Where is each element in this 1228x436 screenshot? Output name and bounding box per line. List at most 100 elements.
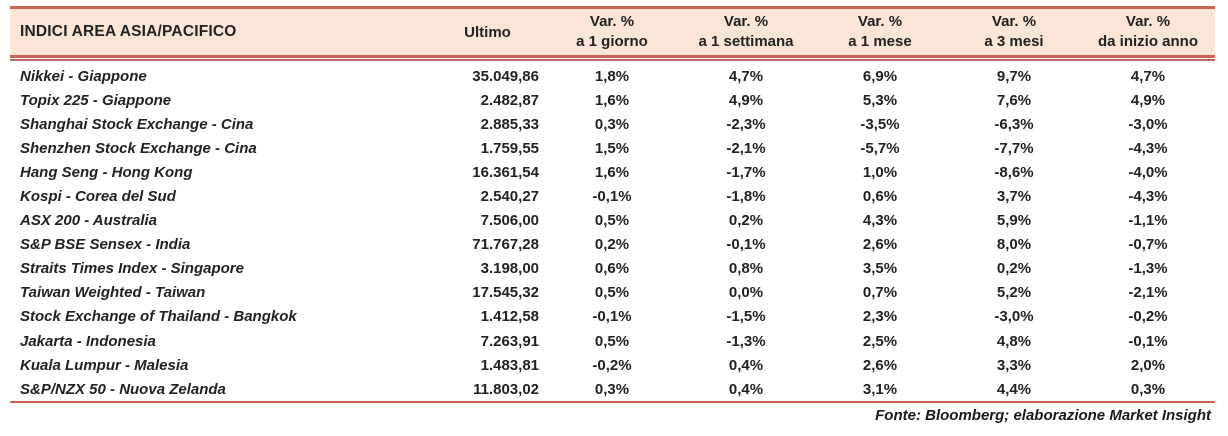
table-row-kuala-lumpur: Kuala Lumpur - Malesia 1.483,81 -0,2% 0,… xyxy=(10,353,1215,377)
index-name: Nikkei - Giappone xyxy=(20,67,147,85)
var-1-giorno: 0,3% xyxy=(594,380,630,398)
var-period: da inizio anno xyxy=(1098,33,1198,50)
var-3-mesi: -8,6% xyxy=(994,163,1034,181)
var-period: a 1 settimana xyxy=(698,33,794,50)
var-da-inizio-anno: -0,7% xyxy=(1128,236,1168,254)
column-header-var-1-giorno: Var. % a 1 giorno xyxy=(545,12,679,52)
var-3-mesi: 0,2% xyxy=(996,260,1032,278)
last-value: 1.412,58 xyxy=(480,308,539,326)
var-1-giorno: 0,5% xyxy=(594,332,630,350)
var-1-mese: -5,7% xyxy=(860,139,900,157)
var-1-mese: -3,5% xyxy=(860,115,900,133)
index-name: Stock Exchange of Thailand - Bangkok xyxy=(20,308,297,326)
var-da-inizio-anno: -4,3% xyxy=(1128,139,1168,157)
last-value: 2.885,33 xyxy=(480,115,539,133)
last-value: 3.198,00 xyxy=(480,260,539,278)
var-1-mese: 3,5% xyxy=(862,260,898,278)
last-value: 1.483,81 xyxy=(480,356,539,374)
table-row-straits-times: Straits Times Index - Singapore 3.198,00… xyxy=(10,257,1215,281)
var-3-mesi: -3,0% xyxy=(994,308,1034,326)
var-1-settimana: 0,0% xyxy=(728,284,764,302)
last-value: 7.263,91 xyxy=(480,332,539,350)
index-name: Hang Seng - Hong Kong xyxy=(20,163,193,181)
var-label: Var. % xyxy=(1125,13,1171,30)
last-value: 7.506,00 xyxy=(480,212,539,230)
var-3-mesi: 7,6% xyxy=(996,91,1032,109)
last-value: 2.540,27 xyxy=(480,188,539,206)
var-da-inizio-anno: -4,3% xyxy=(1128,188,1168,206)
var-1-giorno: 0,6% xyxy=(594,260,630,278)
var-da-inizio-anno: 2,0% xyxy=(1130,356,1166,374)
var-1-mese: 4,3% xyxy=(862,212,898,230)
var-3-mesi: 5,9% xyxy=(996,212,1032,230)
var-1-giorno: 1,6% xyxy=(594,163,630,181)
var-1-settimana: -1,7% xyxy=(726,163,766,181)
column-header-ultimo: Ultimo xyxy=(464,23,511,41)
table-title: INDICI AREA ASIA/PACIFICO xyxy=(20,23,237,40)
index-name: Kospi - Corea del Sud xyxy=(20,188,176,206)
var-3-mesi: 9,7% xyxy=(996,67,1032,85)
var-1-giorno: 1,5% xyxy=(594,139,630,157)
var-1-settimana: -1,5% xyxy=(726,308,766,326)
var-da-inizio-anno: -4,0% xyxy=(1128,163,1168,181)
var-1-mese: 2,6% xyxy=(862,236,898,254)
var-1-giorno: 1,6% xyxy=(594,91,630,109)
index-name: S&P/NZX 50 - Nuova Zelanda xyxy=(20,380,226,398)
index-name: ASX 200 - Australia xyxy=(20,212,157,230)
var-period: a 1 mese xyxy=(848,33,912,50)
var-da-inizio-anno: 4,7% xyxy=(1130,67,1166,85)
table-header: INDICI AREA ASIA/PACIFICO Ultimo Var. % … xyxy=(10,6,1215,58)
table-row-nikkei: Nikkei - Giappone 35.049,86 1,8% 4,7% 6,… xyxy=(10,64,1215,88)
var-label: Var. % xyxy=(857,13,903,30)
column-header-var-da-inizio-anno: Var. % da inizio anno xyxy=(1081,12,1215,52)
var-label: Var. % xyxy=(723,13,769,30)
var-3-mesi: 4,4% xyxy=(996,380,1032,398)
var-da-inizio-anno: -0,1% xyxy=(1128,332,1168,350)
var-1-settimana: -1,3% xyxy=(726,332,766,350)
table-row-hang-seng: Hang Seng - Hong Kong 16.361,54 1,6% -1,… xyxy=(10,160,1215,184)
var-1-mese: 0,6% xyxy=(862,188,898,206)
table-row-sensex: S&P BSE Sensex - India 71.767,28 0,2% -0… xyxy=(10,233,1215,257)
index-name: Topix 225 - Giappone xyxy=(20,91,172,109)
column-header-var-1-settimana: Var. % a 1 settimana xyxy=(679,12,813,52)
var-label: Var. % xyxy=(991,13,1037,30)
var-period: a 3 mesi xyxy=(984,33,1044,50)
table-row-shanghai: Shanghai Stock Exchange - Cina 2.885,33 … xyxy=(10,112,1215,136)
var-da-inizio-anno: -1,3% xyxy=(1128,260,1168,278)
table-row-topix: Topix 225 - Giappone 2.482,87 1,6% 4,9% … xyxy=(10,88,1215,112)
last-value: 35.049,86 xyxy=(472,67,539,85)
var-da-inizio-anno: 4,9% xyxy=(1130,91,1166,109)
var-1-settimana: -0,1% xyxy=(726,236,766,254)
var-1-settimana: 0,4% xyxy=(728,380,764,398)
var-1-giorno: -0,1% xyxy=(592,188,632,206)
var-1-giorno: 0,5% xyxy=(594,284,630,302)
table-row-asx-200: ASX 200 - Australia 7.506,00 0,5% 0,2% 4… xyxy=(10,209,1215,233)
table-row-thailand: Stock Exchange of Thailand - Bangkok 1.4… xyxy=(10,305,1215,329)
column-header-var-1-mese: Var. % a 1 mese xyxy=(813,12,947,52)
var-1-mese: 2,5% xyxy=(862,332,898,350)
header-double-rule xyxy=(10,58,1215,61)
var-1-settimana: -1,8% xyxy=(726,188,766,206)
var-3-mesi: 5,2% xyxy=(996,284,1032,302)
last-value: 17.545,32 xyxy=(472,284,539,302)
index-name: Kuala Lumpur - Malesia xyxy=(20,356,189,374)
var-1-mese: 2,3% xyxy=(862,308,898,326)
var-da-inizio-anno: -2,1% xyxy=(1128,284,1168,302)
var-1-giorno: 0,5% xyxy=(594,212,630,230)
table-body: Nikkei - Giappone 35.049,86 1,8% 4,7% 6,… xyxy=(10,64,1215,401)
table-row-shenzhen: Shenzhen Stock Exchange - Cina 1.759,55 … xyxy=(10,136,1215,160)
var-3-mesi: 4,8% xyxy=(996,332,1032,350)
var-1-mese: 0,7% xyxy=(862,284,898,302)
table-row-nzx-50: S&P/NZX 50 - Nuova Zelanda 11.803,02 0,3… xyxy=(10,377,1215,401)
var-1-mese: 2,6% xyxy=(862,356,898,374)
var-1-giorno: -0,2% xyxy=(592,356,632,374)
var-da-inizio-anno: -1,1% xyxy=(1128,212,1168,230)
table-row-jakarta: Jakarta - Indonesia 7.263,91 0,5% -1,3% … xyxy=(10,329,1215,353)
var-1-giorno: -0,1% xyxy=(592,308,632,326)
table-bottom-rule xyxy=(10,401,1215,404)
table-row-kospi: Kospi - Corea del Sud 2.540,27 -0,1% -1,… xyxy=(10,184,1215,208)
index-name: Taiwan Weighted - Taiwan xyxy=(20,284,206,302)
last-value: 71.767,28 xyxy=(472,236,539,254)
var-3-mesi: -7,7% xyxy=(994,139,1034,157)
var-1-settimana: -2,3% xyxy=(726,115,766,133)
